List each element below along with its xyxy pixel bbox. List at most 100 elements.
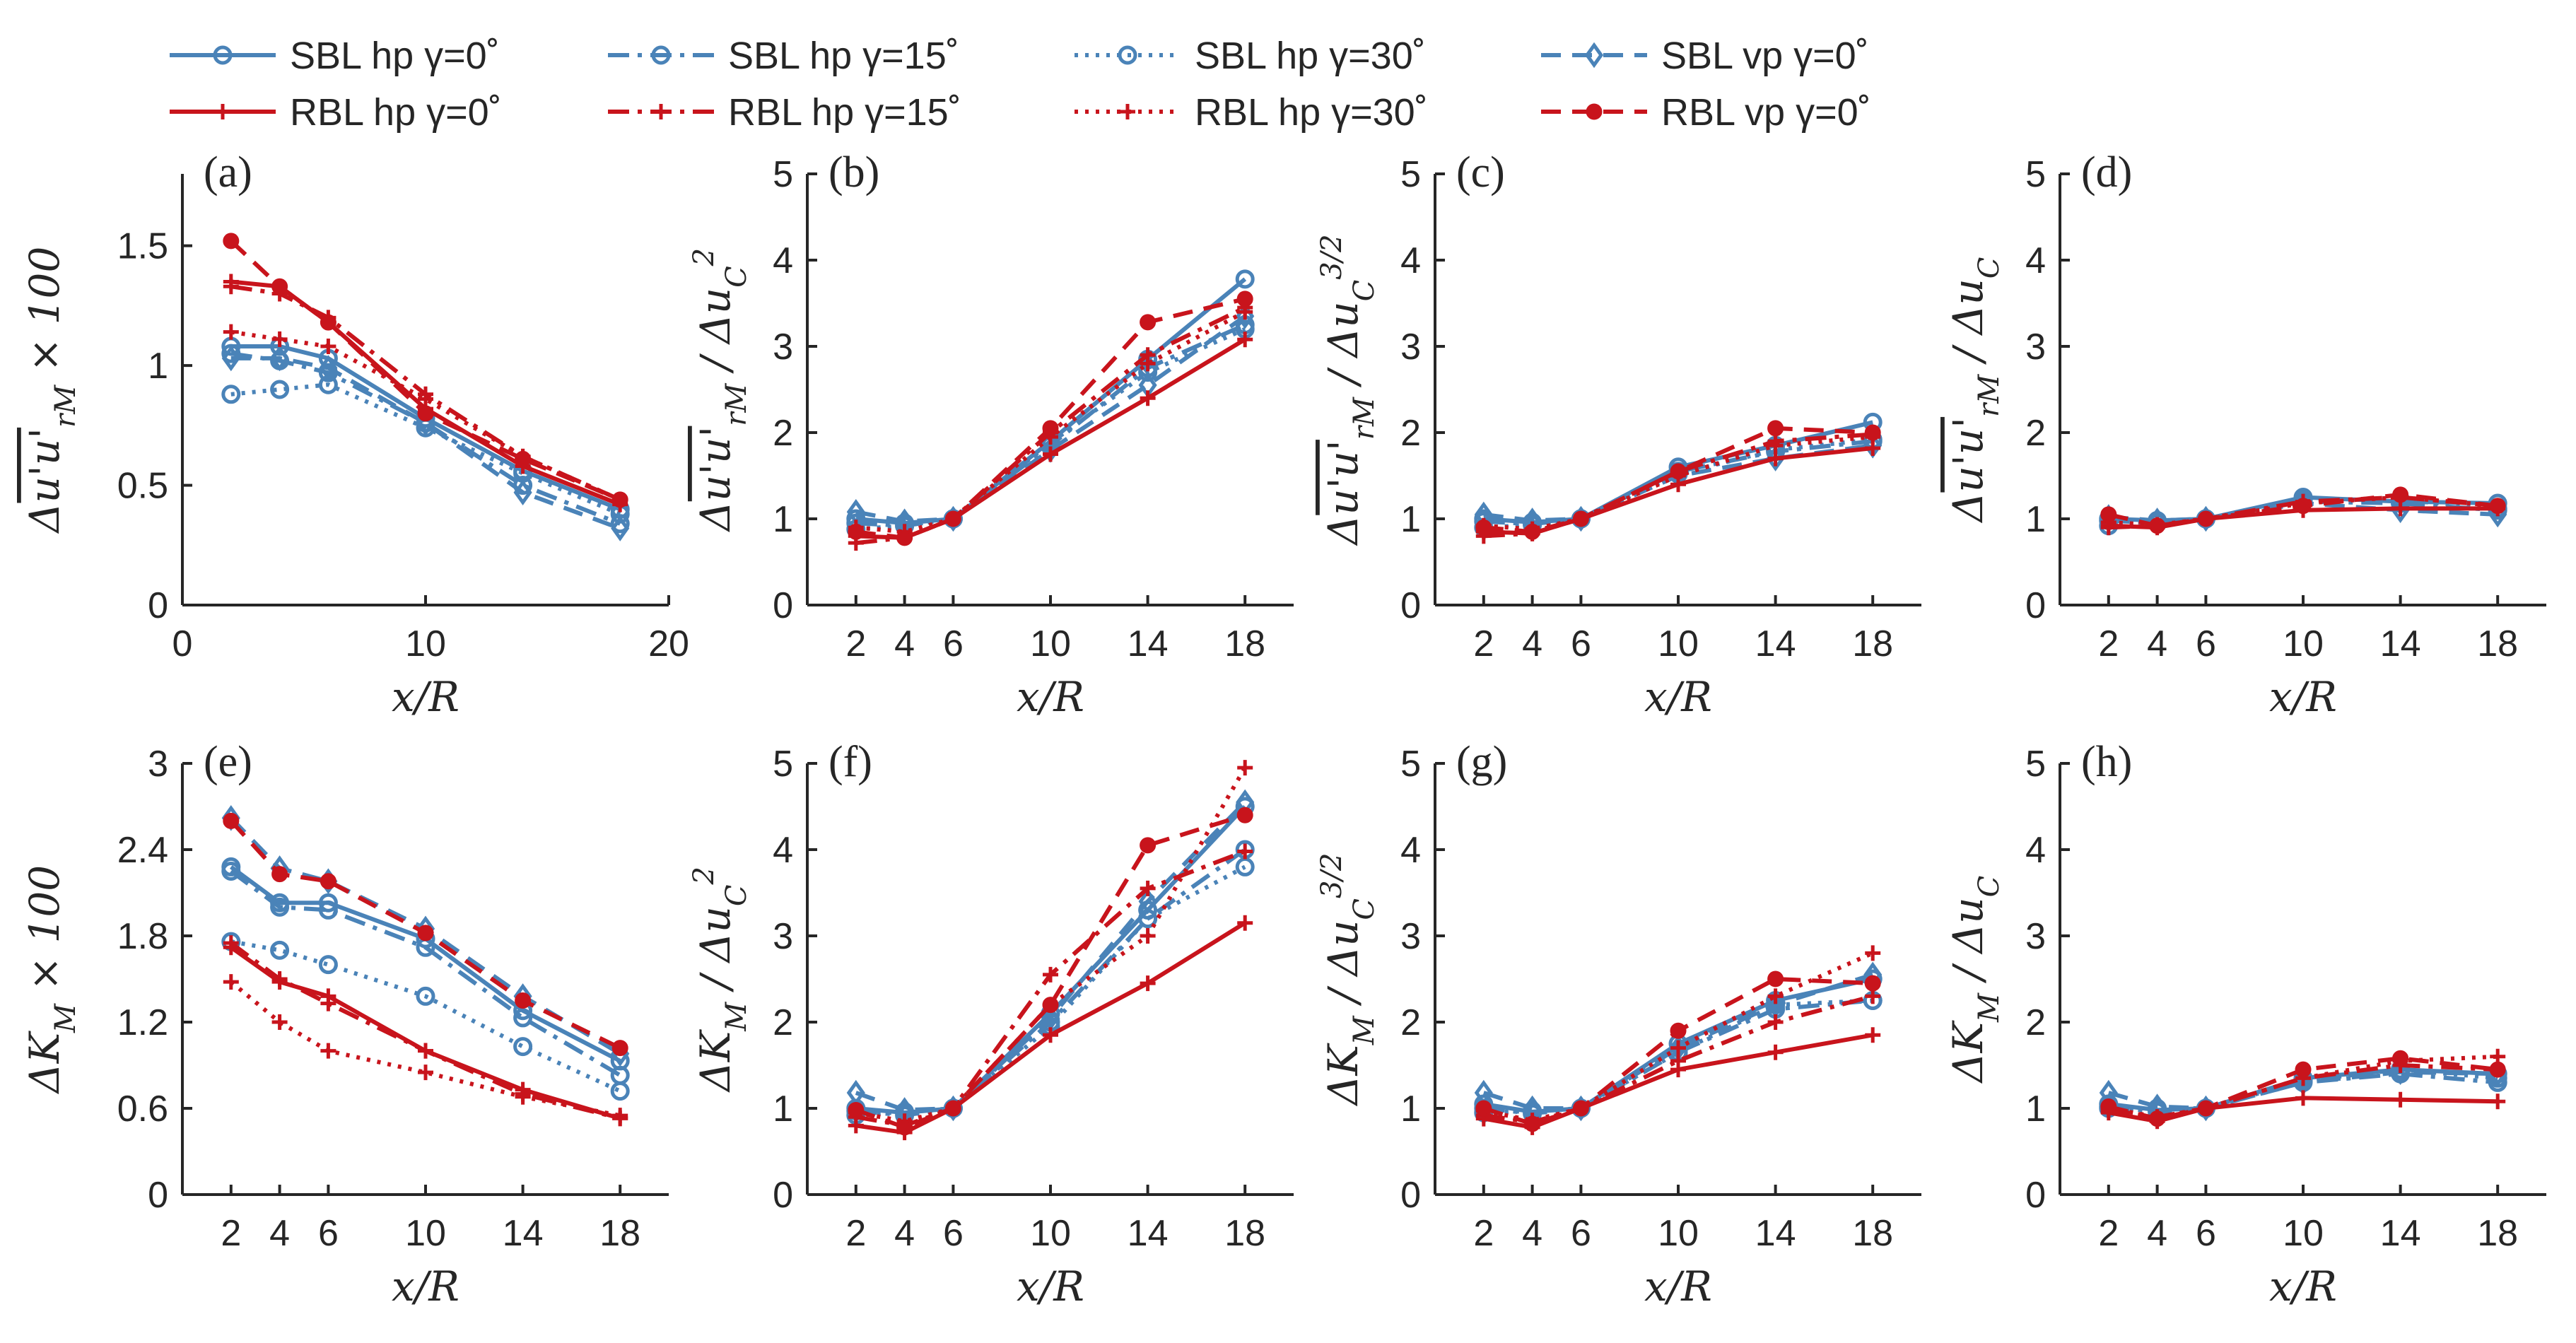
data-point xyxy=(417,925,434,942)
y-tick-label: 0 xyxy=(773,585,793,626)
data-point xyxy=(513,1008,533,1028)
legend-marker xyxy=(1120,104,1135,119)
x-tick-label: 14 xyxy=(1128,1213,1169,1254)
x-axis-label: x/R xyxy=(392,1262,459,1310)
legend-entry: SBL hp γ=15˚ xyxy=(608,35,959,77)
data-point xyxy=(611,515,630,541)
data-point xyxy=(418,1043,433,1059)
data-point xyxy=(1767,438,1784,454)
data-point xyxy=(1524,523,1541,540)
data-point xyxy=(270,897,290,917)
series xyxy=(223,974,628,1124)
series xyxy=(223,233,628,508)
data-point xyxy=(2197,510,2214,527)
y-tick-label: 3 xyxy=(148,744,168,785)
x-tick-label: 10 xyxy=(1030,1213,1071,1254)
y-tick-label: 5 xyxy=(1400,154,1421,195)
x-tick-label: 14 xyxy=(1755,623,1796,664)
legend-marker xyxy=(213,45,233,65)
series-line xyxy=(230,382,621,516)
chart-panel: 0 0.6 1.2 1.8 2.4 3 2 4 6 10 14 18 x/R ΔKM × 100 (e) xyxy=(21,738,669,1310)
data-point xyxy=(418,1065,433,1081)
y-axis-label: ΔKM × 100 xyxy=(21,865,82,1094)
data-point xyxy=(1766,445,1785,471)
data-point xyxy=(2149,1110,2166,1127)
data-point xyxy=(1475,1100,1492,1117)
y-tick-label: 3 xyxy=(2025,916,2046,957)
x-tick-label: 10 xyxy=(405,623,446,664)
data-point xyxy=(1138,888,1157,915)
data-point xyxy=(513,1037,533,1057)
chart-panel: 0 0.5 1 1.5 0 10 20 x/R Δu'u'rM × 100 (a) xyxy=(21,148,689,721)
x-tick-label: 6 xyxy=(318,1213,339,1254)
y-tick-label: 2 xyxy=(773,1002,793,1043)
data-point xyxy=(1235,269,1255,289)
data-point xyxy=(2392,1091,2408,1108)
data-point xyxy=(320,1043,336,1059)
series-line xyxy=(230,941,621,1121)
x-tick-label: 14 xyxy=(503,1213,544,1254)
data-point xyxy=(2149,517,2166,534)
panel-label: (h) xyxy=(2081,738,2132,786)
y-tick-label: 4 xyxy=(773,240,793,281)
y-tick-label: 5 xyxy=(2025,744,2046,785)
data-point xyxy=(1864,424,1881,441)
x-tick-label: 6 xyxy=(1571,623,1591,664)
data-point xyxy=(896,529,913,546)
y-tick-label: 2 xyxy=(1400,1002,1421,1043)
series-line xyxy=(230,356,621,531)
x-tick-label: 18 xyxy=(2477,1213,2518,1254)
data-point xyxy=(896,1119,913,1136)
data-point xyxy=(1140,880,1156,896)
series xyxy=(221,345,630,541)
panel-label: (d) xyxy=(2081,148,2132,197)
series-line xyxy=(229,239,621,502)
x-tick-label: 18 xyxy=(2477,623,2518,664)
series-line xyxy=(2108,498,2498,528)
y-axis-label: Δu'u'rM × 100 xyxy=(21,247,82,534)
series xyxy=(221,344,630,534)
series xyxy=(846,303,1255,534)
x-tick-label: 2 xyxy=(2098,1213,2119,1254)
data-point xyxy=(1236,291,1253,307)
legend-entry: RBL hp γ=15˚ xyxy=(608,91,961,134)
legend-marker xyxy=(1586,103,1603,120)
x-tick-label: 6 xyxy=(943,1213,964,1254)
y-tick-label: 0 xyxy=(773,1175,793,1216)
series xyxy=(848,807,1253,1136)
x-axis-label: x/R xyxy=(392,673,459,721)
y-axis-label: ΔKM / ΔuC3/2 xyxy=(1316,853,1381,1107)
data-point xyxy=(1043,1027,1058,1043)
legend-marker xyxy=(1584,42,1604,69)
y-tick-label: 0 xyxy=(2025,585,2046,626)
series xyxy=(1475,420,1881,540)
data-point xyxy=(1767,970,1784,987)
data-point xyxy=(515,992,532,1009)
series-line xyxy=(2108,1054,2498,1120)
series-line xyxy=(1482,977,1873,1126)
x-tick-label: 18 xyxy=(599,1213,640,1254)
legend-label: SBL vp γ=0˚ xyxy=(1661,35,1869,77)
x-axis-label: x/R xyxy=(1017,1262,1084,1310)
x-tick-label: 4 xyxy=(2147,623,2167,664)
y-tick-label: 4 xyxy=(1400,240,1421,281)
legend-label: SBL hp γ=30˚ xyxy=(1195,35,1426,77)
data-point xyxy=(2100,506,2117,523)
y-tick-label: 2 xyxy=(1400,413,1421,454)
series-line xyxy=(855,813,1246,1130)
legend-label: RBL hp γ=0˚ xyxy=(290,91,502,134)
series-line xyxy=(855,766,1247,1124)
x-tick-label: 10 xyxy=(1658,1213,1699,1254)
data-point xyxy=(223,278,239,295)
data-point xyxy=(1140,314,1157,331)
data-point xyxy=(1670,1022,1687,1039)
data-point xyxy=(270,345,289,372)
y-tick-label: 0 xyxy=(2025,1175,2046,1216)
data-point xyxy=(271,971,288,987)
data-point xyxy=(1475,519,1492,536)
series-line xyxy=(855,327,1246,532)
